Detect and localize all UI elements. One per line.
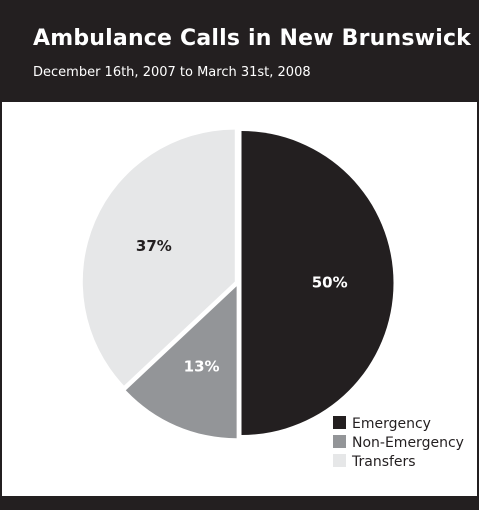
pie-slice-labels: 50% 13% 37%: [136, 237, 348, 376]
slice-label-non-emergency: 13%: [184, 358, 220, 376]
pie-slice-non-emergency: [125, 286, 237, 439]
legend-label-non-emergency: Non-Emergency: [352, 435, 464, 451]
legend-label-transfers: Transfers: [351, 454, 416, 470]
chart-title: Ambulance Calls in New Brunswick: [33, 26, 472, 51]
legend-swatch-transfers: [333, 454, 346, 467]
slice-label-transfers: 37%: [136, 237, 172, 255]
pie-slice-transfers: [82, 129, 235, 386]
chart-header: Ambulance Calls in New Brunswick Decembe…: [0, 0, 479, 102]
chart-footer-bar: [0, 496, 479, 510]
slice-label-emergency: 50%: [312, 274, 348, 292]
legend-label-emergency: Emergency: [352, 416, 431, 432]
legend-swatch-emergency: [333, 416, 346, 429]
legend-swatch-non-emergency: [333, 435, 346, 448]
pie-slice-emergency: [241, 131, 394, 435]
chart-legend: Emergency Non-Emergency Transfers: [333, 416, 464, 470]
pie-slices: [82, 129, 394, 439]
chart-subtitle: December 16th, 2007 to March 31st, 2008: [33, 65, 311, 80]
